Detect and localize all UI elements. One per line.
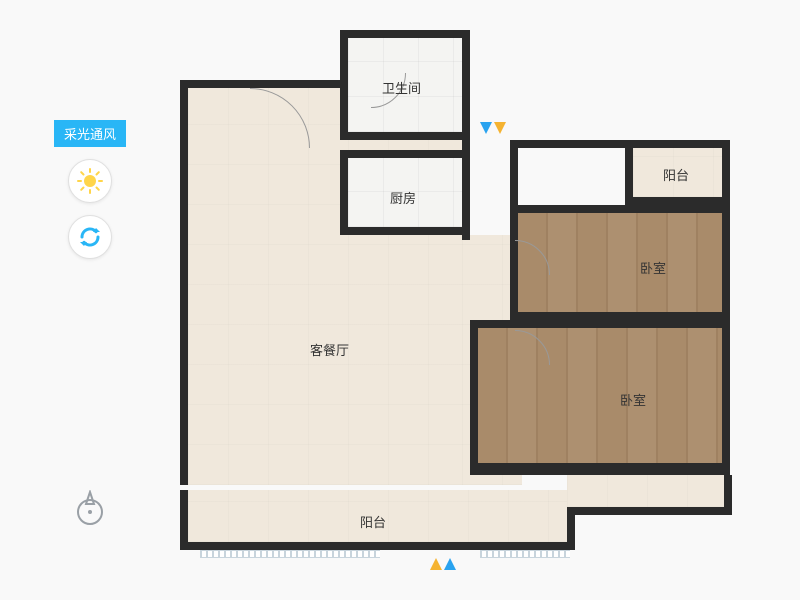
lighting-ventilation-badge: 采光通风 [54, 120, 126, 147]
window-bottom-1 [200, 550, 380, 558]
refresh-icon [78, 225, 102, 249]
arrow-blue-icon [444, 558, 456, 570]
sun-icon [77, 168, 103, 194]
room-bedroom-2 [470, 320, 730, 475]
room-bathroom [340, 30, 470, 140]
refresh-button[interactable] [68, 215, 112, 259]
compass [70, 490, 110, 530]
floorplan: 客餐厅 卫生间 厨房 阳台 卧室 卧室 阳台 [180, 30, 750, 590]
room-bedroom-1 [510, 205, 730, 320]
wall-sep2 [510, 140, 518, 205]
vent-arrows-bottom [430, 558, 456, 570]
sun-button[interactable] [68, 159, 112, 203]
room-balcony-main [180, 490, 575, 550]
room-balcony-main-ext [567, 475, 732, 515]
vent-arrows-top [480, 122, 506, 134]
wall-sep [462, 80, 470, 240]
wall-top [510, 140, 630, 148]
arrow-yellow-icon [430, 558, 442, 570]
sidebar-controls: 采光通风 [50, 120, 130, 259]
room-balcony-small [625, 140, 730, 205]
room-living [180, 80, 470, 485]
arrow-yellow-icon [494, 122, 506, 134]
compass-icon [70, 490, 110, 530]
window-bottom-2 [480, 550, 570, 558]
room-kitchen [340, 150, 470, 235]
arrow-blue-icon [480, 122, 492, 134]
